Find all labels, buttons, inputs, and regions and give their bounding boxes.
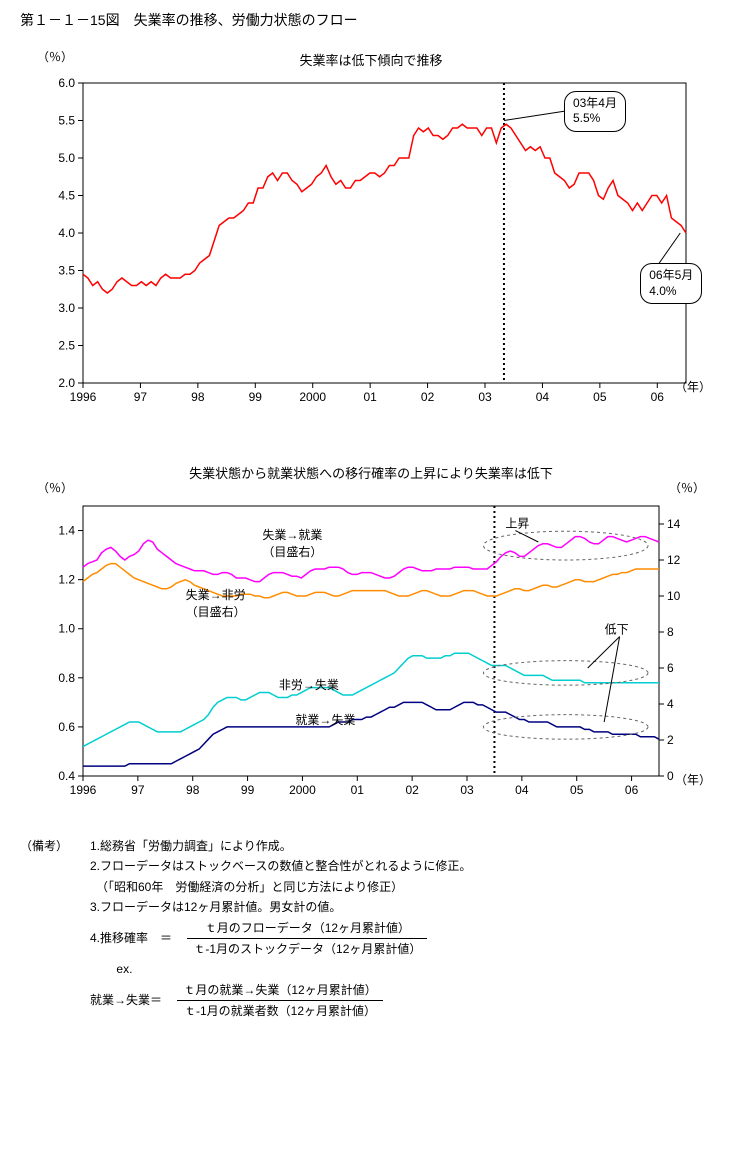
series-label: 失業→非労（目盛右） [186,586,246,620]
chart1-y-unit: （％） [37,48,73,65]
svg-text:05: 05 [570,783,584,797]
svg-text:06: 06 [651,390,665,404]
svg-text:3.0: 3.0 [58,301,75,315]
svg-text:4.5: 4.5 [58,189,75,203]
svg-text:12: 12 [667,553,681,567]
svg-text:4: 4 [667,697,674,711]
svg-text:05: 05 [593,390,607,404]
svg-text:5.0: 5.0 [58,151,75,165]
chart2-title: 失業状態から就業状態への移行確率の上昇により失業率は低下 [41,463,701,482]
svg-text:97: 97 [134,390,148,404]
formula2-num: ｔ月の就業→失業（12ヶ月累計値） [177,980,382,1001]
svg-text:2.5: 2.5 [58,339,75,353]
note-item: 1.総務省「労働力調査」により作成。 [90,836,722,856]
svg-text:5.5: 5.5 [58,114,75,128]
svg-text:06: 06 [625,783,639,797]
svg-text:4.0: 4.0 [58,226,75,240]
chart2-x-unit: （年） [675,771,711,788]
notes-label: （備考） [20,836,90,1022]
svg-text:2: 2 [667,733,674,747]
svg-text:03: 03 [478,390,492,404]
chart1-frame: 2.0 2.5 3.0 3.5 4.0 4.5 5.0 5.5 6.0 1996 97 98 99 200… [41,73,701,413]
svg-text:10: 10 [667,589,681,603]
notes-block: （備考） 1.総務省「労働力調査」により作成。 2.フローデータはストックベース… [20,836,722,1022]
chart2-frame: 0.40.60.81.01.21.40246810121419969798992… [41,486,701,806]
svg-text:2000: 2000 [289,783,316,797]
svg-text:0: 0 [667,769,674,783]
formula1-lhs: 4.推移確率 ＝ [90,931,184,945]
note-item: 2.フローデータはストックベースの数値と整合性がとれるように修正。 [90,856,722,876]
note-formula-1: 4.推移確率 ＝ ｔ月のフローデータ（12ヶ月累計値） ｔ-1月のストックデータ… [90,918,722,960]
svg-text:04: 04 [515,783,529,797]
svg-text:6.0: 6.0 [58,76,75,90]
svg-text:6: 6 [667,661,674,675]
chart1-block: （％） 失業率は低下傾向で推移 2.02.53.03.54.04.55.05.5… [41,50,701,413]
svg-text:1.2: 1.2 [58,573,75,587]
svg-text:8: 8 [667,625,674,639]
svg-text:02: 02 [421,390,435,404]
formula1-den: ｔ-1月のストックデータ（12ヶ月累計値） [187,939,427,959]
svg-text:01: 01 [351,783,365,797]
svg-text:2.0: 2.0 [58,376,75,390]
svg-text:99: 99 [241,783,255,797]
series-label: 就業→失業 [295,711,355,728]
page-title: 第１－１－15図 失業率の推移、労働力状態のフロー [20,10,722,30]
note-ex: ex. [116,959,722,979]
chart2-svg: 0.40.60.81.01.21.40246810121419969798992… [41,486,701,806]
svg-text:0.8: 0.8 [58,671,75,685]
svg-text:14: 14 [667,517,681,531]
series-label: 非労→失業 [279,676,339,693]
formula2-den: ｔ-1月の就業者数（12ヶ月累計値） [177,1001,382,1021]
chart1-callout-2: 06年5月4.0% [640,263,702,304]
svg-text:2000: 2000 [299,390,326,404]
svg-text:1996: 1996 [70,783,97,797]
svg-text:3.5: 3.5 [58,264,75,278]
svg-text:03: 03 [460,783,474,797]
svg-text:1.0: 1.0 [58,622,75,636]
formula2-lhs: 就業→失業＝ [90,993,174,1007]
svg-text:98: 98 [186,783,200,797]
svg-text:97: 97 [131,783,145,797]
svg-text:98: 98 [191,390,205,404]
svg-text:上昇: 上昇 [505,517,529,531]
chart1-title: 失業率は低下傾向で推移 [41,50,701,69]
svg-text:1.4: 1.4 [58,524,75,538]
note-item: 3.フローデータは12ヶ月累計値。男女計の値。 [90,897,722,917]
svg-text:0.6: 0.6 [58,720,75,734]
svg-text:02: 02 [405,783,419,797]
chart1-x-unit: （年） [675,378,711,395]
formula1-num: ｔ月のフローデータ（12ヶ月累計値） [187,918,427,939]
svg-text:01: 01 [363,390,377,404]
notes-body: 1.総務省「労働力調査」により作成。 2.フローデータはストックベースの数値と整… [90,836,722,1022]
note-formula-2: 就業→失業＝ ｔ月の就業→失業（12ヶ月累計値） ｔ-1月の就業者数（12ヶ月累… [90,980,722,1022]
svg-text:0.4: 0.4 [58,769,75,783]
chart2-block: 失業状態から就業状態への移行確率の上昇により失業率は低下 （％） （％） 0.4… [41,463,701,806]
chart1-callout-1: 03年4月5.5% [564,91,626,132]
svg-text:低下: 低下 [605,623,629,637]
svg-text:99: 99 [249,390,263,404]
note-item: （「昭和60年 労働経済の分析」と同じ方法により修正） [90,877,722,897]
series-label: 失業→就業（目盛右） [262,526,322,560]
svg-text:1996: 1996 [70,390,97,404]
svg-text:04: 04 [536,390,550,404]
